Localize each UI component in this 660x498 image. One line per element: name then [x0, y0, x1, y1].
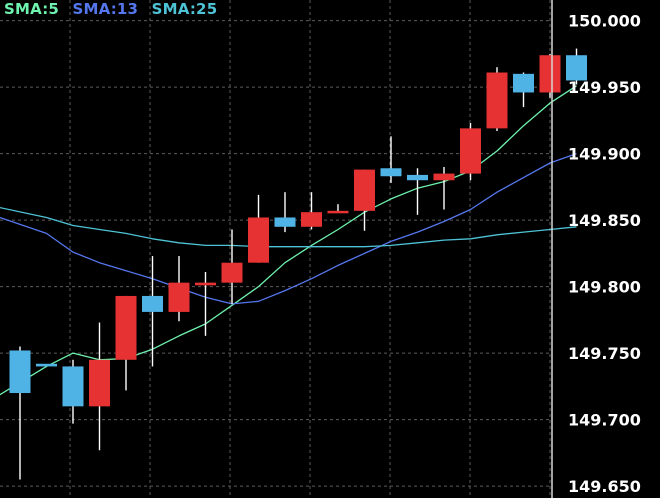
candle-body-down: [486, 72, 508, 129]
candle-body-up: [142, 295, 163, 312]
candle-layer: [9, 48, 587, 480]
price-tick-label: 149.950: [568, 78, 641, 97]
candle-body-up: [62, 366, 84, 407]
candle-body-up: [380, 168, 402, 177]
price-axis: 150.000 149.950 149.900 149.850 149.800 149.7…: [551, 0, 641, 498]
moving-average-layer: [0, 85, 577, 396]
candle-body-up: [274, 217, 296, 227]
candle-body-up: [566, 55, 587, 81]
candle-body-down: [301, 212, 322, 227]
candle-body-down: [168, 282, 190, 312]
candle-body-down: [433, 173, 455, 181]
candle-body-up: [9, 350, 31, 394]
ma-line-sma-13: [0, 152, 577, 305]
candle-body-down: [115, 295, 137, 360]
indicator-legend: SMA:5 SMA:13 SMA:25: [4, 0, 225, 18]
price-tick-label: 149.900: [568, 145, 641, 164]
candle-body-up: [407, 174, 428, 181]
candle-body-down: [539, 55, 561, 93]
candle-body-down: [460, 128, 481, 174]
legend-sma-13: SMA:13: [72, 0, 139, 18]
grid-layer: [0, 0, 552, 498]
candle-body-down: [195, 282, 216, 286]
price-tick-label: 149.800: [568, 278, 641, 297]
price-tick-label: 149.750: [568, 344, 641, 363]
candle-body-up: [513, 73, 534, 93]
legend-sma-5: SMA:5: [4, 0, 60, 18]
legend-sma-25: SMA:25: [151, 0, 218, 18]
price-tick-label: 150.000: [568, 12, 641, 31]
candle-body-down: [89, 359, 110, 407]
candle-body-down: [248, 217, 269, 263]
candle-body-down: [354, 169, 375, 211]
candle-body-up: [36, 363, 57, 367]
price-tick-label: 149.700: [568, 411, 641, 430]
price-tick-label: 149.850: [568, 211, 641, 230]
candle-body-down: [327, 210, 349, 214]
price-tick-label: 149.650: [568, 477, 641, 496]
ma-line-sma-5: [0, 85, 577, 396]
ma-line-sma-25: [0, 206, 577, 248]
candle-body-down: [221, 262, 243, 283]
